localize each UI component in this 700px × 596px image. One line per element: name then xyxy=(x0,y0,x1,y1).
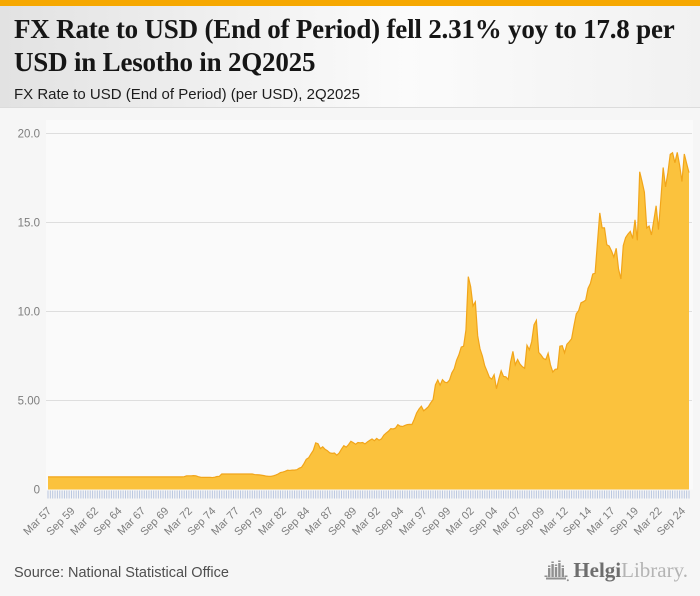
logo-text-helgi: Helgi xyxy=(573,558,622,582)
y-axis-label: 0 xyxy=(34,485,40,497)
y-axis-label: 5.00 xyxy=(18,396,40,408)
y-axis-label: 15.0 xyxy=(18,218,40,230)
logo-wordmark: HelgiLibrary. xyxy=(573,558,688,583)
y-axis-label: 20.0 xyxy=(18,129,40,141)
top-accent-bar xyxy=(0,0,700,6)
footer: Source: National Statistical Office xyxy=(0,556,700,596)
y-axis-label: 10.0 xyxy=(18,307,40,319)
source-note: Source: National Statistical Office xyxy=(14,565,229,581)
fx-rate-line xyxy=(48,151,690,479)
chart-area: 0 5.00 10.0 15.0 20.0 Mar 57 Sep 59 Mar 62 Sep 6… xyxy=(0,108,700,556)
logo-text-library: Library. xyxy=(621,558,688,582)
page-title: FX Rate to USD (End of Period) fell 2.31… xyxy=(14,14,675,77)
fx-rate-area-series[interactable] xyxy=(48,152,689,490)
header: FX Rate to USD (End of Period) fell 2.31… xyxy=(0,6,700,108)
helgi-library-logo[interactable]: HelgiLibrary. xyxy=(543,558,688,583)
bar-chart-logo-icon xyxy=(544,560,570,581)
chart-subtitle: FX Rate to USD (End of Period) (per USD)… xyxy=(14,85,360,103)
